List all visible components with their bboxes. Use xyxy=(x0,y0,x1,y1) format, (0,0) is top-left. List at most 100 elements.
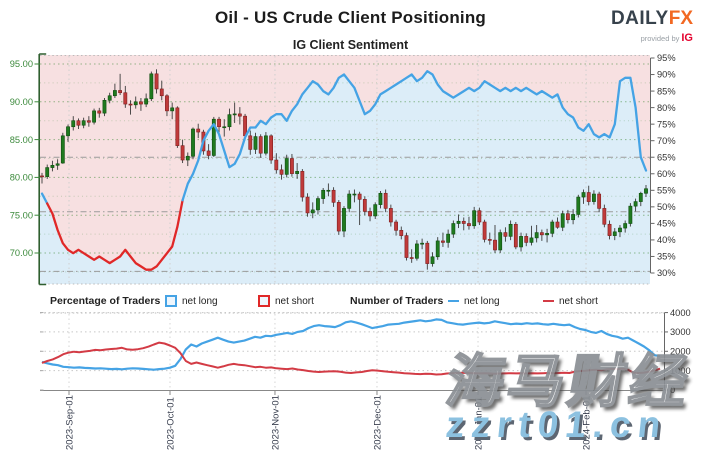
candle-body xyxy=(40,175,44,178)
candle-body xyxy=(597,193,602,209)
chart-legend: Percentage of Traders net long net short… xyxy=(0,291,701,311)
date-axis-label: 2024-Jan-01 xyxy=(474,397,485,450)
pct-axis-label: 95% xyxy=(657,53,676,63)
candle-body xyxy=(310,209,315,214)
provided-by-label: provided by xyxy=(640,33,680,43)
candle-body xyxy=(107,95,112,101)
candle-body xyxy=(576,196,581,215)
candle-body xyxy=(97,110,102,114)
candle-body xyxy=(388,208,393,223)
candle-body xyxy=(498,232,503,251)
candle-body xyxy=(451,223,456,235)
brand-daily-text: DAILY xyxy=(610,8,669,29)
count-axis-label: 1000 xyxy=(670,366,691,376)
legend-count-group-label: Number of Traders xyxy=(350,295,444,307)
candle-body xyxy=(368,211,372,217)
candle-body xyxy=(305,196,310,214)
candle-body xyxy=(258,136,263,154)
price-axis-label: 80.00 xyxy=(10,173,33,183)
price-axis-label: 75.00 xyxy=(10,210,33,220)
net-short-line-icon xyxy=(543,300,554,302)
brand-logo: DAILYFX provided by IG xyxy=(611,9,693,46)
candle-body xyxy=(565,213,570,221)
legend-pct-net-short-label: net short xyxy=(275,295,314,307)
candle-body xyxy=(430,256,435,264)
candle-body xyxy=(524,236,529,243)
count-axis-label: 2000 xyxy=(670,346,691,356)
candle-body xyxy=(482,221,487,240)
price-axis-label: 90.00 xyxy=(10,97,33,107)
candle-body xyxy=(539,232,544,236)
candle-body xyxy=(425,242,430,264)
legend-count-net-long: net long xyxy=(448,291,500,311)
candle-body xyxy=(232,113,237,116)
price-axis-label: 95.00 xyxy=(10,59,33,69)
candle-body xyxy=(461,220,466,224)
candle-body xyxy=(222,126,227,129)
net-long-pct-line xyxy=(181,70,648,202)
candle-body xyxy=(112,90,117,97)
candle-body xyxy=(159,88,164,97)
candle-body xyxy=(420,242,425,245)
candle-body xyxy=(253,136,258,150)
candle-body xyxy=(409,257,414,259)
candle-body xyxy=(550,221,555,234)
price-axis-label: 70.00 xyxy=(10,248,33,258)
candle-body xyxy=(394,221,398,231)
candle-body xyxy=(60,135,65,164)
candle-body xyxy=(149,73,154,100)
net-short-pct-line xyxy=(46,199,184,271)
net-long-fill-region xyxy=(40,71,650,284)
candle-body xyxy=(316,198,320,211)
candle-body xyxy=(404,235,409,258)
date-axis-label: 2023-Dec-01 xyxy=(373,395,384,450)
candle-body xyxy=(638,192,643,202)
candle-body xyxy=(378,192,383,205)
pct-axis-label: 75% xyxy=(657,119,676,129)
pct-axis-label: 60% xyxy=(657,169,676,179)
candle-body xyxy=(321,189,326,199)
candle-body xyxy=(342,208,346,232)
candle-body xyxy=(66,126,70,137)
candle-body xyxy=(383,192,388,209)
candle-body xyxy=(623,223,628,229)
candle-body xyxy=(86,120,91,123)
candle-body xyxy=(519,236,523,248)
candle-body xyxy=(196,128,201,133)
candle-body xyxy=(290,158,294,174)
candle-body xyxy=(357,193,362,200)
ig-logo: IG xyxy=(681,31,693,44)
candle-body xyxy=(76,120,81,126)
candle-body xyxy=(331,189,336,203)
count-axis-label: 0 xyxy=(670,385,675,395)
candle-body xyxy=(472,210,477,227)
candle-body xyxy=(269,135,274,161)
pct-axis-label: 70% xyxy=(657,136,676,146)
candle-body xyxy=(263,135,268,154)
candle-body xyxy=(191,128,195,157)
pct-axis-label: 45% xyxy=(657,219,676,229)
net-long-line-icon xyxy=(448,300,459,302)
candle-body xyxy=(123,92,128,105)
candle-body xyxy=(237,113,242,117)
candle-body xyxy=(477,210,482,223)
date-axis-label: 2023-Nov-01 xyxy=(271,395,282,450)
legend-count-net-short-label: net short xyxy=(559,295,598,307)
candle-body xyxy=(227,114,232,128)
pct-axis-label: 35% xyxy=(657,252,676,262)
pct-axis-label: 30% xyxy=(657,268,676,278)
net-short-fill-region xyxy=(40,55,650,270)
candle-body xyxy=(513,223,518,248)
page-title: Oil - US Crude Client Positioning xyxy=(214,8,487,27)
candle-body xyxy=(300,171,305,198)
candle-body xyxy=(414,243,419,259)
candle-body xyxy=(81,120,86,126)
candle-body xyxy=(295,171,300,174)
candle-body xyxy=(441,240,445,243)
candle-body xyxy=(362,199,367,212)
candle-body xyxy=(508,223,513,237)
candle-body xyxy=(180,145,185,161)
net-long-pct-line xyxy=(40,192,49,205)
